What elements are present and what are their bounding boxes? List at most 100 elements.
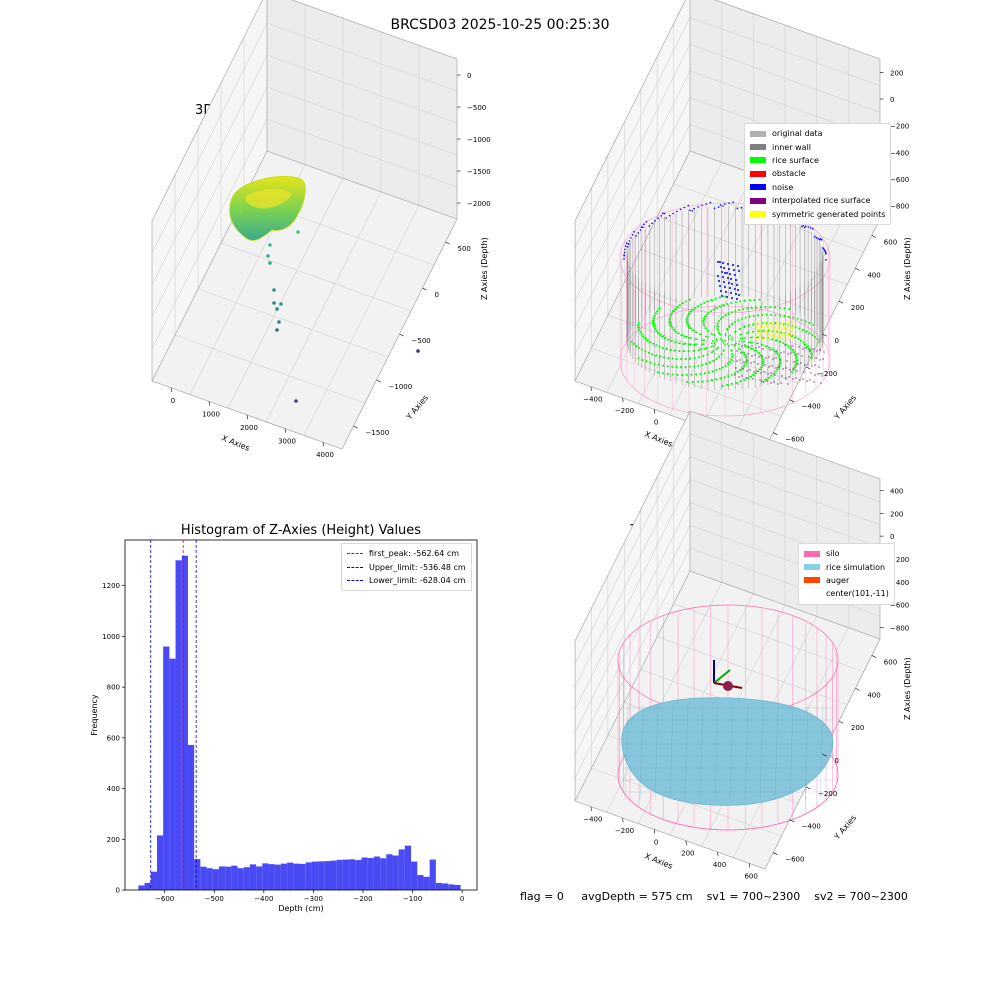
simulation-x-tick-label: −200 — [615, 827, 634, 835]
rice-surface-point — [653, 323, 656, 326]
noise-point — [693, 207, 695, 210]
rice-surface-point — [719, 377, 722, 380]
grid-line — [733, 627, 849, 858]
rice-surface-point — [720, 377, 723, 380]
classify-y-tick-label: −600 — [785, 436, 804, 444]
rice-surface-point — [794, 326, 797, 329]
rice-surface-point — [818, 340, 820, 343]
rice-surface-point — [727, 375, 730, 378]
rice-surface-point — [808, 332, 811, 334]
rice-surface-point — [675, 358, 678, 361]
rice-surface-point — [675, 365, 678, 368]
simulation-y-tick-mark — [855, 688, 860, 691]
rice-surface-point — [769, 322, 772, 325]
grid-line — [624, 282, 815, 351]
grid-line — [189, 164, 306, 395]
rice-surface-point — [734, 320, 736, 323]
rice-surface-point — [772, 372, 775, 375]
rice-surface-point — [686, 374, 688, 376]
histogram-bar — [429, 859, 436, 890]
rice-surface-point — [727, 384, 730, 387]
grid-line — [151, 22, 268, 254]
classify-x-tick-label: 400 — [713, 441, 726, 449]
rice-surface-point — [766, 337, 769, 340]
rice-surface-point — [731, 355, 733, 358]
histogram-bar — [187, 744, 195, 890]
rice-surface-point — [757, 322, 759, 325]
rice-surface-point — [740, 333, 743, 336]
rice-surface-point — [771, 348, 774, 351]
rice-surface-point — [638, 346, 641, 349]
rice-surface-point — [632, 343, 635, 346]
rice-surface-point — [704, 327, 707, 329]
histogram-bar — [305, 862, 312, 890]
rice-surface-point — [658, 345, 661, 348]
rice-surface-point — [801, 329, 804, 332]
noise-point — [717, 275, 719, 277]
symmetric-point — [774, 327, 776, 329]
rice-surface-point — [637, 324, 639, 327]
rice-surface-point — [787, 323, 789, 326]
symmetric-point — [757, 332, 759, 334]
noise-point — [640, 226, 643, 228]
rice-surface-point — [658, 364, 660, 366]
rice-surface-point — [694, 307, 697, 309]
symmetric-point — [761, 338, 763, 340]
rice-surface-point — [733, 344, 736, 347]
rice-surface-point — [746, 359, 748, 361]
rice-surface-point — [737, 319, 740, 322]
rice-surface-point — [776, 366, 779, 369]
rice-surface-point — [746, 357, 748, 359]
interpolated-point — [767, 373, 769, 375]
rice-surface-point — [739, 380, 742, 383]
rice-surface-point — [716, 347, 719, 350]
rice-surface-point — [731, 336, 734, 339]
grid-line — [574, 525, 691, 756]
histogram-bar — [150, 871, 157, 890]
legend-label: first_peak: -562.64 cm — [369, 549, 460, 559]
rice-surface-point — [736, 370, 738, 373]
raw-z-tick-label: −1000 — [467, 136, 491, 144]
rice-surface-point — [758, 368, 761, 371]
rice-surface-point — [812, 324, 814, 326]
rice-surface-point — [795, 359, 798, 362]
histogram-legend: first_peak: -562.64 cm Upper_limit: -536.… — [341, 543, 472, 592]
rice-surface-point — [638, 329, 640, 331]
interpolated-point — [784, 344, 786, 346]
rice-surface-point — [636, 324, 639, 327]
rice-surface-point — [712, 350, 714, 352]
rice-surface-point — [672, 327, 674, 329]
rice-surface-point — [805, 330, 808, 333]
grid-line — [574, 124, 691, 355]
noise-point — [657, 217, 659, 220]
grid-line — [197, 288, 389, 358]
interpolated-point — [736, 360, 738, 362]
rice-surface-point — [730, 311, 733, 313]
classify-x-tick-label: 600 — [744, 452, 757, 460]
rice-surface-point — [690, 310, 692, 313]
rice-surface-point — [757, 370, 760, 373]
raw-panel-title: 3D Plot of Silo Interior(row data) — [195, 103, 405, 118]
rice-surface-point — [744, 363, 747, 366]
y-tick-label: 600 — [107, 734, 120, 742]
grid-line — [689, 433, 881, 503]
classify-y-tick-label: −400 — [802, 403, 821, 411]
interpolated-point — [741, 375, 743, 377]
rice-surface-point — [754, 306, 757, 308]
simulation-x-tick-label: 200 — [681, 850, 694, 858]
noise-point — [676, 210, 678, 213]
rice-surface-point — [811, 357, 814, 359]
rice-surface-point — [654, 328, 656, 330]
rice-surface-point — [809, 350, 811, 352]
rice-surface-point — [722, 316, 725, 319]
rice-surface-point — [689, 366, 691, 368]
rice-surface-point — [779, 362, 782, 365]
symmetric-point — [781, 334, 783, 336]
rice-surface-point — [700, 303, 703, 306]
rice-surface-point — [736, 370, 739, 373]
rice-surface-point — [702, 317, 705, 320]
rice-surface-point — [739, 300, 741, 303]
rice-surface-point — [684, 335, 687, 338]
interpolated-point — [811, 365, 813, 367]
rice-surface-point — [776, 368, 778, 371]
